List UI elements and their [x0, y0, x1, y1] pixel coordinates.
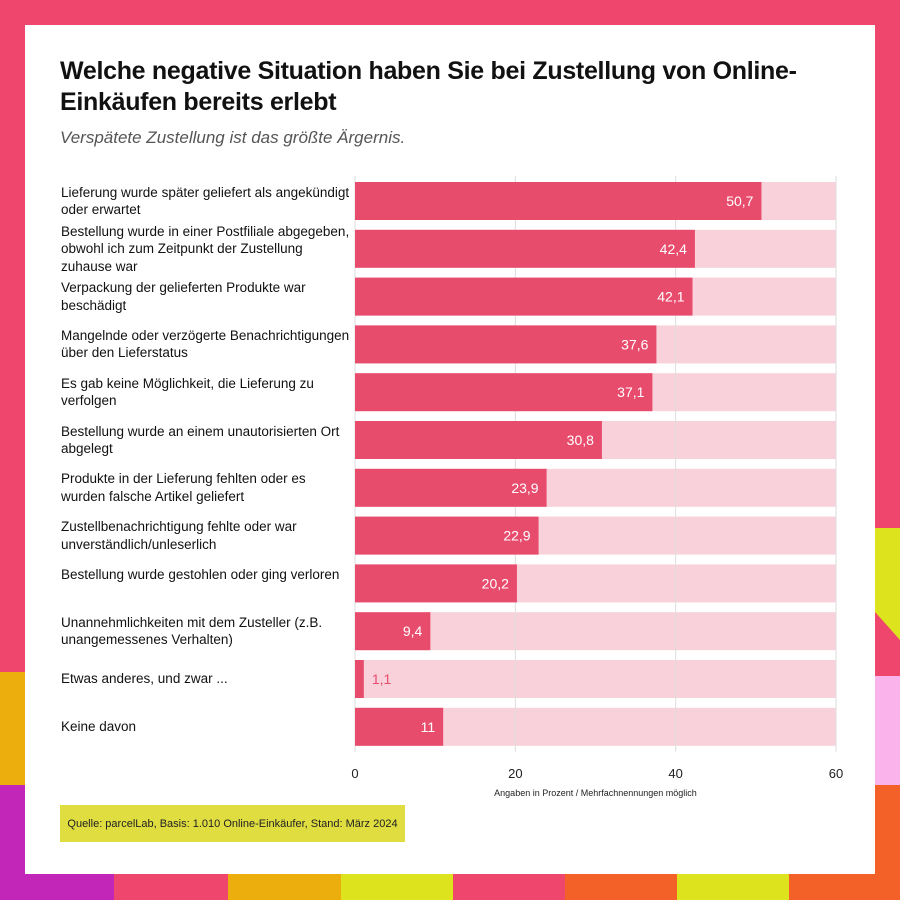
bar-track	[355, 660, 836, 698]
frame-bottom-2	[114, 874, 228, 900]
data-label: 37,6	[621, 336, 648, 352]
bar	[355, 373, 653, 412]
frame-bottom-6	[565, 874, 677, 900]
data-label: 9,4	[403, 623, 423, 639]
data-label: 37,1	[617, 384, 644, 400]
bar	[355, 612, 431, 651]
x-tick-label: 0	[351, 766, 358, 781]
frame-bottom-7	[677, 874, 789, 900]
bar-track	[355, 612, 836, 651]
source-note: Quelle: parcelLab, Basis: 1.010 Online-E…	[60, 805, 405, 842]
category-label: Bestellung wurde gestohlen oder ging ver…	[61, 566, 340, 582]
bar	[355, 516, 539, 555]
frame-bottom-4	[341, 874, 453, 900]
frame-bottom-8	[789, 874, 900, 900]
bar	[355, 564, 517, 603]
category-label: Keine davon	[61, 719, 137, 735]
data-label: 1,1	[372, 671, 392, 687]
x-tick-label: 20	[508, 766, 522, 781]
category-label: Zustellbenachrichtigung fehlte oder war …	[61, 519, 297, 552]
data-label: 42,4	[660, 241, 687, 257]
category-label: Es gab keine Möglichkeit, die Lieferung …	[61, 375, 314, 409]
category-label: Lieferung wurde später geliefert als ang…	[61, 184, 350, 218]
x-axis-label: Angaben in Prozent / Mehrfachnennungen m…	[494, 788, 697, 798]
category-label: Mangelnde oder verzögerte Benachrichtigu…	[61, 327, 350, 361]
x-tick-label: 40	[668, 766, 682, 781]
frame-bottom-5	[453, 874, 565, 900]
bar	[355, 468, 547, 507]
data-label: 42,1	[657, 289, 684, 305]
bar	[355, 277, 693, 316]
frame-bottom-3	[228, 874, 341, 900]
category-label: Unannehmlichkeiten mit dem Zusteller (z.…	[61, 614, 323, 648]
frame-right-lightpink	[875, 676, 900, 785]
bar	[355, 182, 762, 220]
bar	[355, 325, 657, 364]
x-tick-label: 60	[829, 766, 843, 781]
bar	[355, 421, 602, 459]
category-label: Bestellung wurde an einem unautorisierte…	[61, 423, 340, 457]
data-label: 23,9	[511, 480, 538, 496]
category-label: Etwas anderes, und zwar ...	[61, 671, 228, 687]
category-label: Verpackung der gelieferten Produkte war …	[61, 280, 306, 313]
frame-bottom-1	[0, 874, 114, 900]
bar	[355, 660, 364, 698]
data-label: 11	[421, 719, 436, 735]
category-label: Bestellung wurde in einer Postfiliale ab…	[61, 223, 350, 274]
data-label: 20,2	[482, 575, 509, 591]
bar	[355, 229, 695, 268]
data-label: 22,9	[503, 528, 530, 544]
bar	[355, 707, 444, 746]
chart-subtitle: Verspätete Zustellung ist das größte Ärg…	[60, 128, 406, 147]
data-label: 30,8	[567, 432, 594, 448]
frame-left-orange	[0, 672, 25, 785]
category-label: Produkte in der Lieferung fehlten oder e…	[61, 471, 306, 504]
data-label: 50,7	[726, 193, 753, 209]
chart-title: Welche negative Situation haben Sie bei …	[60, 57, 797, 116]
